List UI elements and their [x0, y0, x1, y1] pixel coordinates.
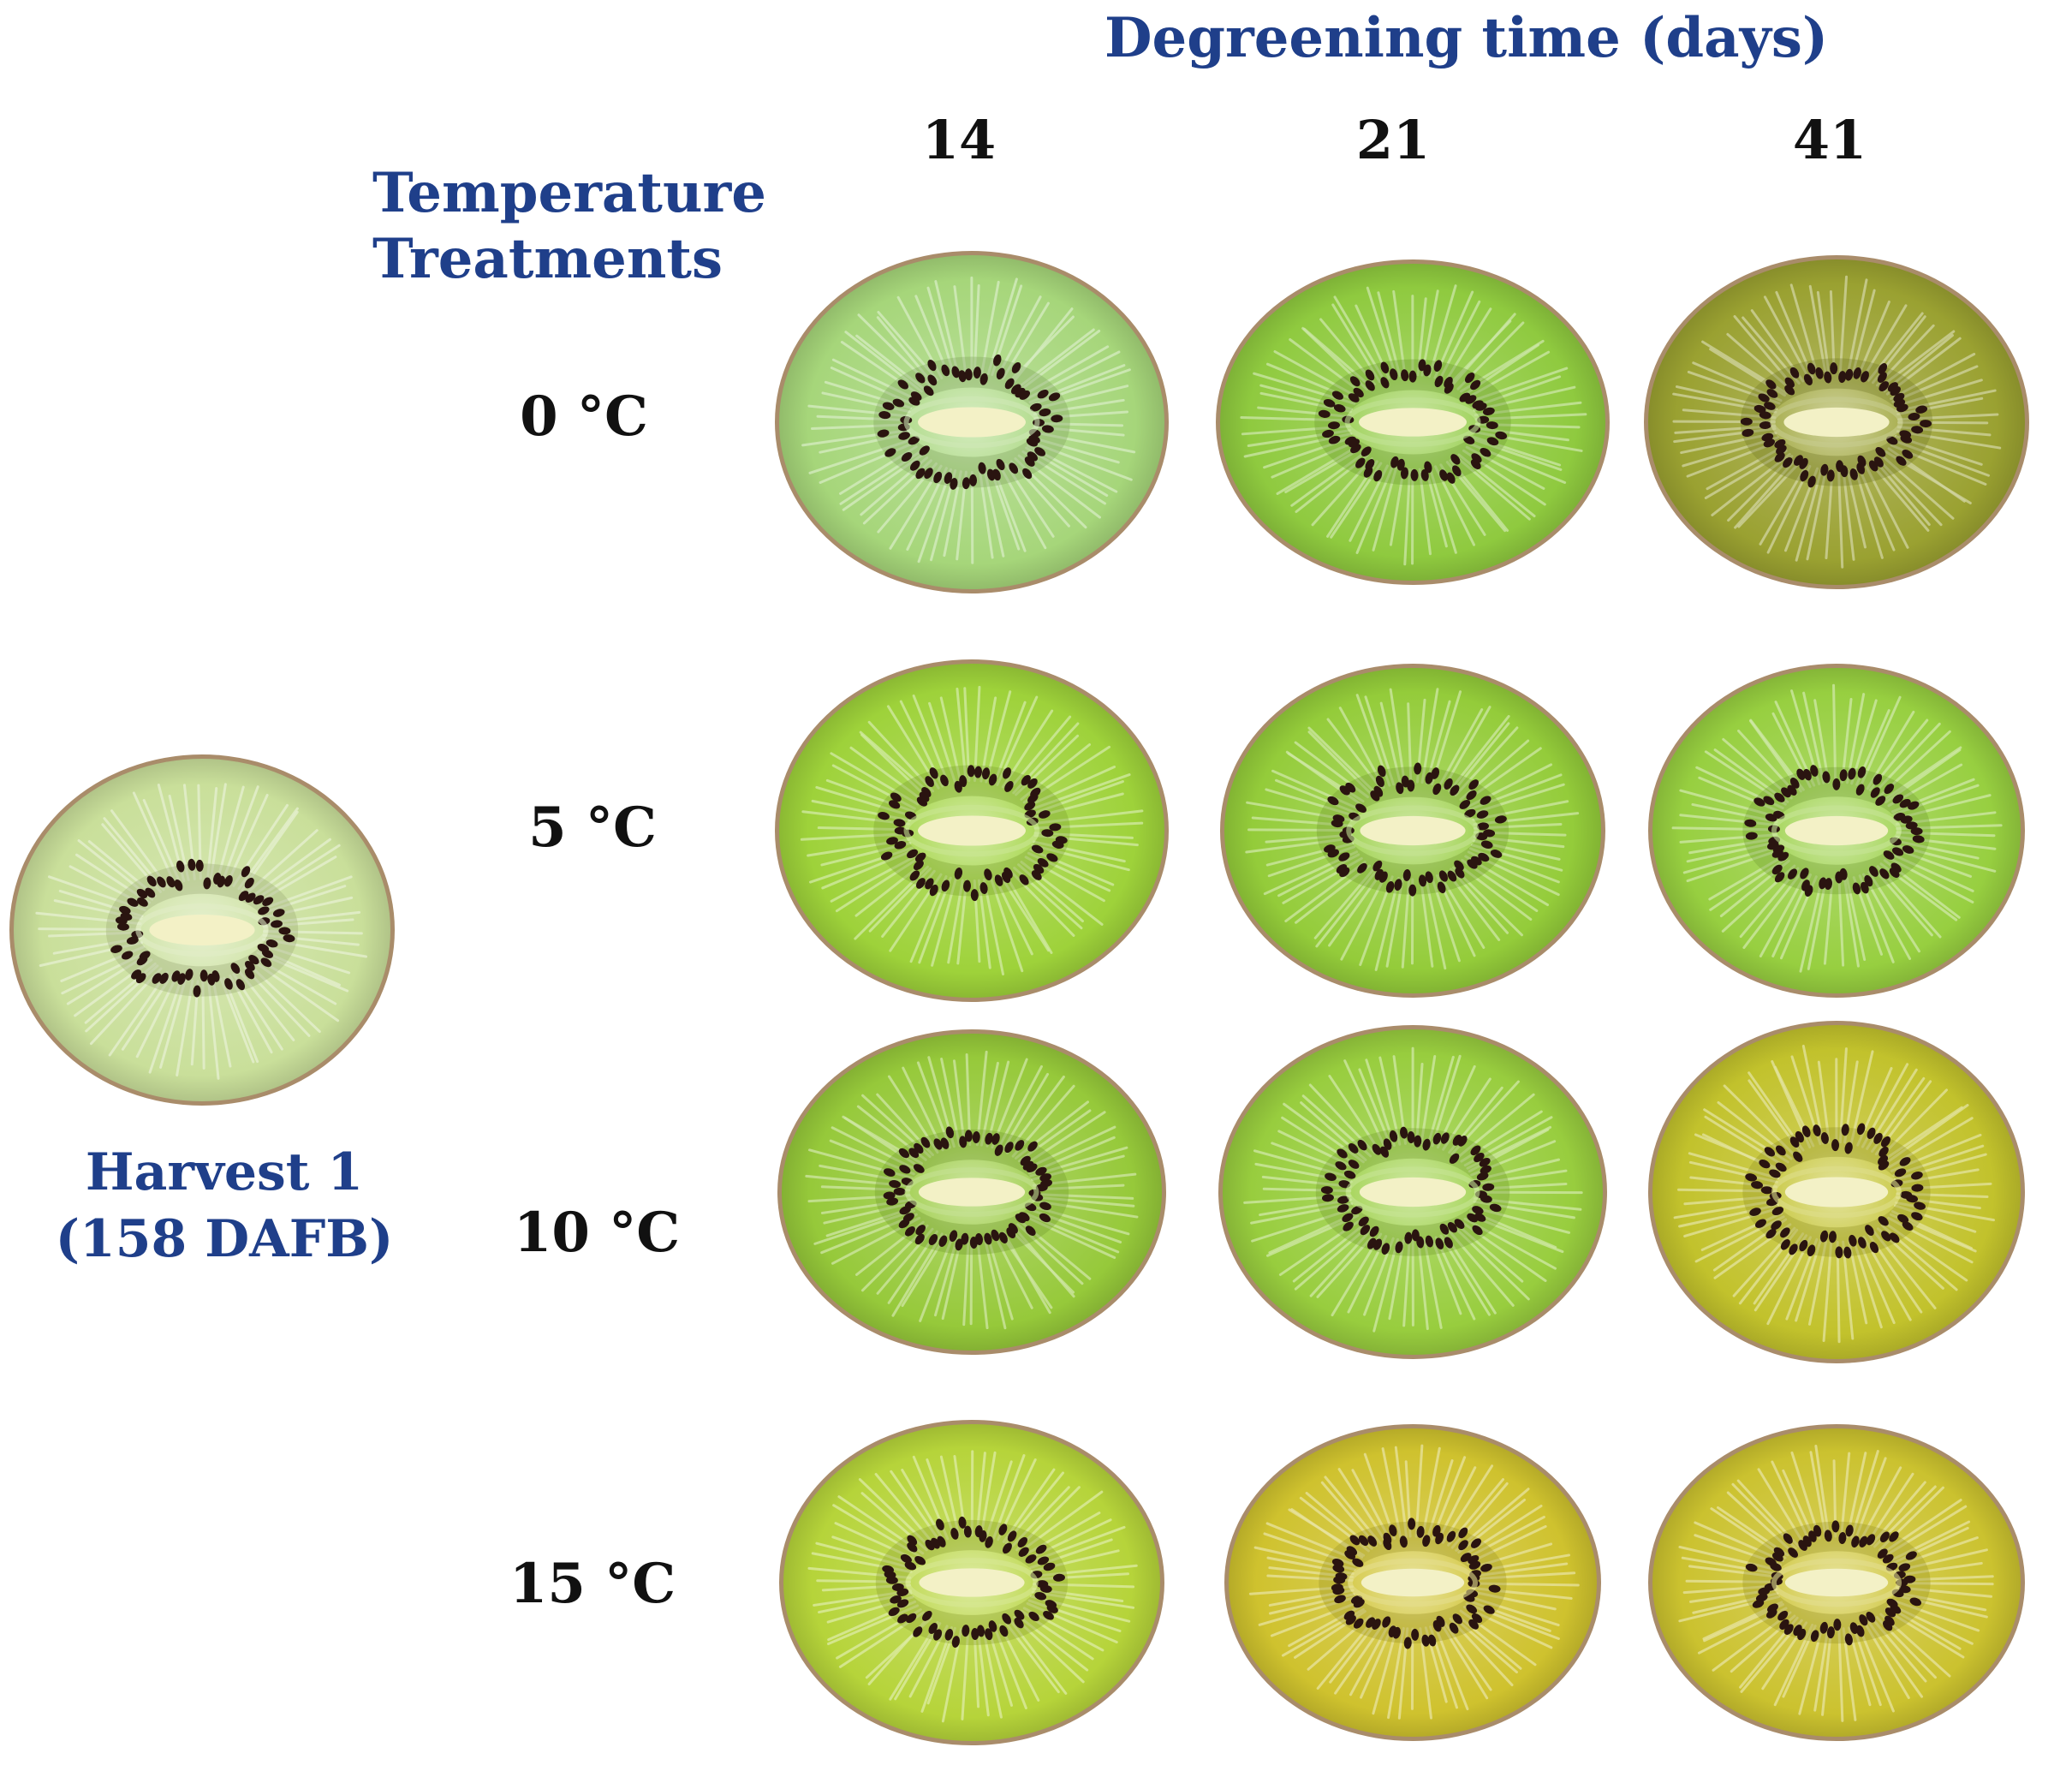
harvest-label-line1: Harvest 1 [85, 1142, 364, 1202]
kiwi-slice-row3-col1 [777, 1029, 1166, 1355]
row-header-0c: 0 °C [520, 385, 648, 450]
kiwi-slice-row2-col2 [1220, 664, 1605, 998]
degreening-time-title: Degreening time (days) [1104, 6, 1829, 70]
kiwi-slice-row1-col3 [1644, 255, 2029, 589]
kiwi-slice-row1-col2 [1216, 259, 1610, 585]
reference-slice-harvest-1 [9, 754, 395, 1106]
kiwi-slice-row4-col1 [779, 1420, 1164, 1745]
kiwi-slice-row1-col1 [775, 251, 1169, 593]
column-header-21: 21 [1355, 109, 1431, 171]
kiwi-slice-row2-col3 [1648, 664, 2025, 998]
harvest-label: Harvest 1 (158 DAFB) [56, 1139, 394, 1273]
column-header-14: 14 [921, 109, 997, 171]
harvest-label-line2: (158 DAFB) [55, 1209, 394, 1269]
column-header-41: 41 [1792, 109, 1867, 171]
kiwi-slice-row4-col2 [1224, 1424, 1601, 1741]
kiwi-slice-row3-col3 [1648, 1021, 2025, 1363]
treatments-title-line1: Temperature [372, 161, 766, 225]
kiwi-slice-row3-col2 [1218, 1025, 1607, 1359]
kiwi-slice-row2-col1 [775, 659, 1169, 1002]
kiwi-slice-row4-col3 [1648, 1424, 2025, 1741]
temperature-treatments-title: Temperature Treatments [372, 161, 766, 293]
treatments-title-line2: Treatments [372, 226, 723, 291]
row-header-5c: 5 °C [528, 796, 657, 861]
row-header-15c: 15 °C [509, 1552, 676, 1617]
row-header-10c: 10 °C [513, 1201, 681, 1266]
